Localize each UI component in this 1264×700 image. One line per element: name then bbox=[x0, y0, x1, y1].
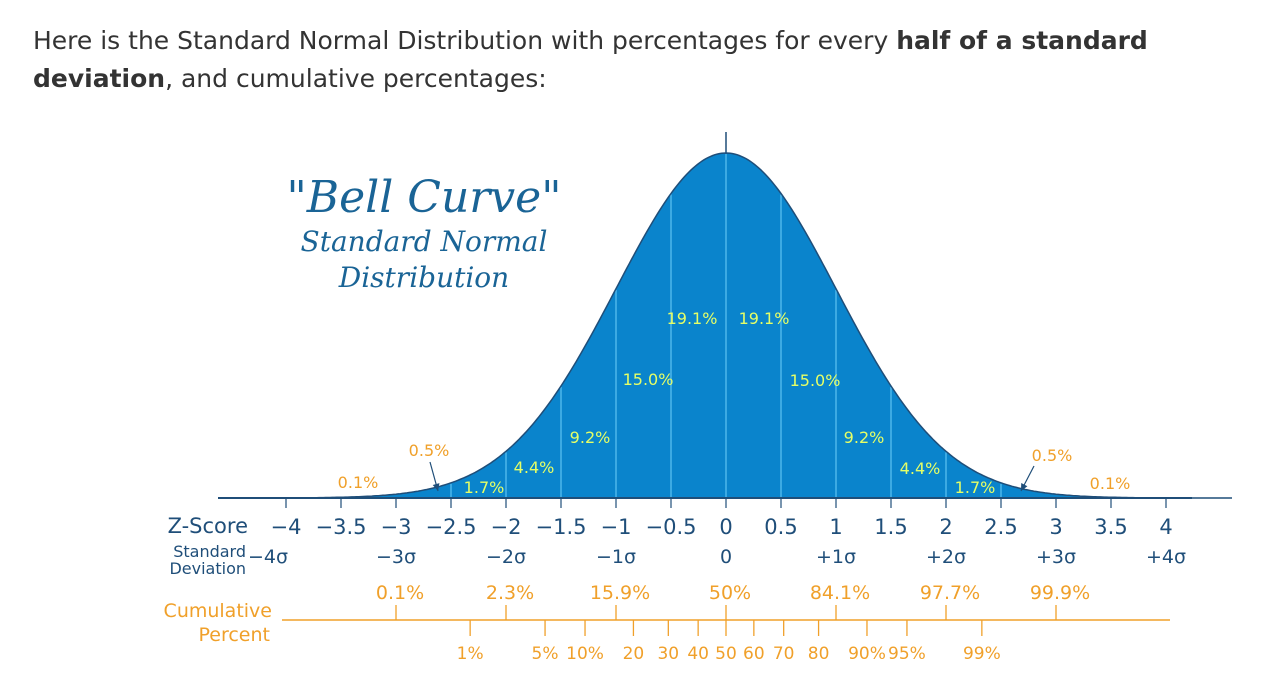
cum-lower-label-9: 80 bbox=[808, 644, 830, 664]
band-label-2: 1.7% bbox=[464, 478, 505, 497]
band-label-12: 0.5% bbox=[1032, 446, 1073, 465]
z-tick-label-3: −2.5 bbox=[426, 515, 477, 539]
cum-upper-label-5: 97.7% bbox=[920, 582, 980, 604]
band-8 bbox=[781, 193, 836, 498]
band-6 bbox=[671, 153, 726, 498]
cum-lower-label-6: 50 bbox=[715, 644, 737, 664]
z-tick-label-13: 2.5 bbox=[984, 515, 1017, 539]
cum-lower-label-4: 30 bbox=[657, 644, 679, 664]
cum-lower-label-11: 95% bbox=[888, 644, 926, 664]
cum-upper-label-0: 0.1% bbox=[376, 582, 424, 604]
intro-text: Here is the Standard Normal Distribution… bbox=[33, 22, 1213, 98]
sd-tick-label-5: +1σ bbox=[816, 546, 856, 568]
z-tick-label-1: −3.5 bbox=[316, 515, 367, 539]
chart-subtitle-line2: Distribution bbox=[338, 261, 509, 294]
z-tick-label-16: 4 bbox=[1159, 515, 1172, 539]
z-tick-label-8: 0 bbox=[719, 515, 732, 539]
z-tick-label-6: −1 bbox=[601, 515, 632, 539]
cum-lower-label-3: 20 bbox=[623, 644, 645, 664]
tail-pointer-head-0 bbox=[432, 483, 440, 491]
cumulative-ticks-layer: 0.1% 2.3% 15.9% 50% 84.1% 97.7% 99.9% 1% 5% 10% 20… bbox=[376, 582, 1090, 664]
band-label-9: 9.2% bbox=[844, 428, 885, 447]
z-tick-label-9: 0.5 bbox=[764, 515, 797, 539]
z-tick-label-12: 2 bbox=[939, 515, 952, 539]
cum-lower-label-2: 10% bbox=[566, 644, 604, 664]
intro-bold: half of a standard deviation bbox=[33, 26, 1148, 93]
intro-pre: Here is the Standard Normal Distribution… bbox=[33, 26, 897, 55]
chart-subtitle-line1: Standard Normal bbox=[301, 225, 548, 258]
band-3 bbox=[506, 386, 561, 498]
cum-upper-label-3: 50% bbox=[709, 582, 751, 604]
cum-lower-label-0: 1% bbox=[457, 644, 484, 664]
band-label-4: 9.2% bbox=[570, 428, 611, 447]
band-10 bbox=[891, 386, 946, 498]
band-11 bbox=[946, 451, 1001, 498]
band-label-0: 0.1% bbox=[338, 473, 379, 492]
sd-tick-label-7: +3σ bbox=[1036, 546, 1076, 568]
cum-lower-label-12: 99% bbox=[963, 644, 1001, 664]
z-score-label: Z-Score bbox=[168, 514, 248, 538]
band-label-1: 0.5% bbox=[409, 441, 450, 460]
band-label-5: 15.0% bbox=[623, 370, 674, 389]
z-tick-label-14: 3 bbox=[1049, 515, 1062, 539]
intro-post: , and cumulative percentages: bbox=[165, 64, 547, 93]
band-4 bbox=[561, 288, 616, 498]
band-label-7: 19.1% bbox=[739, 309, 790, 328]
band-label-11: 1.7% bbox=[955, 478, 996, 497]
cumulative-label-line1: Cumulative bbox=[164, 600, 272, 622]
sd-tick-label-8: +4σ bbox=[1146, 546, 1186, 568]
sd-tick-label-3: −1σ bbox=[596, 546, 636, 568]
band-2 bbox=[451, 451, 506, 498]
band-label-13: 0.1% bbox=[1090, 474, 1131, 493]
cum-lower-label-8: 70 bbox=[773, 644, 795, 664]
band-5 bbox=[616, 193, 671, 498]
tail-pointers-layer bbox=[429, 461, 1035, 492]
cum-upper-label-6: 99.9% bbox=[1030, 582, 1090, 604]
sd-label-line1: Standard bbox=[173, 542, 246, 561]
cum-lower-label-5: 40 bbox=[687, 644, 709, 664]
sd-tick-label-4: 0 bbox=[720, 546, 732, 568]
band-label-6: 19.1% bbox=[667, 309, 718, 328]
cum-upper-label-1: 2.3% bbox=[486, 582, 534, 604]
z-tick-label-11: 1.5 bbox=[874, 515, 907, 539]
tail-pointer-head-1 bbox=[1021, 483, 1028, 491]
sd-tick-label-1: −3σ bbox=[376, 546, 416, 568]
sd-label-line2: Deviation bbox=[169, 559, 246, 578]
band-7 bbox=[726, 153, 781, 498]
cum-upper-label-2: 15.9% bbox=[590, 582, 650, 604]
sd-tick-label-0: −4σ bbox=[248, 546, 288, 568]
cum-upper-label-4: 84.1% bbox=[810, 582, 870, 604]
z-tick-label-10: 1 bbox=[829, 515, 842, 539]
z-tick-label-0: −4 bbox=[271, 515, 302, 539]
z-tick-label-15: 3.5 bbox=[1094, 515, 1127, 539]
cumulative-label-line2: Percent bbox=[199, 624, 271, 646]
cum-lower-label-10: 90% bbox=[848, 644, 886, 664]
sd-tick-label-6: +2σ bbox=[926, 546, 966, 568]
cum-lower-label-7: 60 bbox=[743, 644, 765, 664]
z-tick-label-7: −0.5 bbox=[646, 515, 697, 539]
z-tick-label-2: −3 bbox=[381, 515, 412, 539]
band-label-10: 4.4% bbox=[900, 459, 941, 478]
chart-title: "Bell Curve" bbox=[287, 172, 562, 223]
cum-lower-label-1: 5% bbox=[532, 644, 559, 664]
z-tick-label-5: −1.5 bbox=[536, 515, 587, 539]
band-label-3: 4.4% bbox=[514, 458, 555, 477]
band-9 bbox=[836, 288, 891, 498]
sd-tick-label-2: −2σ bbox=[486, 546, 526, 568]
band-labels-layer: 0.1% 0.5% 1.7% 4.4% 9.2% 15.0% 19.1% 19.1% 15.0%… bbox=[338, 309, 1131, 497]
z-ticks-layer: −4 −3.5 −3 −2.5 −2 −1.5 −1 −0.5 0 0.5 1 1.5 2 2.5 3 3.5… bbox=[271, 498, 1173, 539]
sd-ticks-layer: −4σ −3σ −2σ −1σ 0 +1σ +2σ +3σ +4σ bbox=[248, 546, 1186, 568]
band-label-8: 15.0% bbox=[790, 371, 841, 390]
z-tick-label-4: −2 bbox=[491, 515, 522, 539]
